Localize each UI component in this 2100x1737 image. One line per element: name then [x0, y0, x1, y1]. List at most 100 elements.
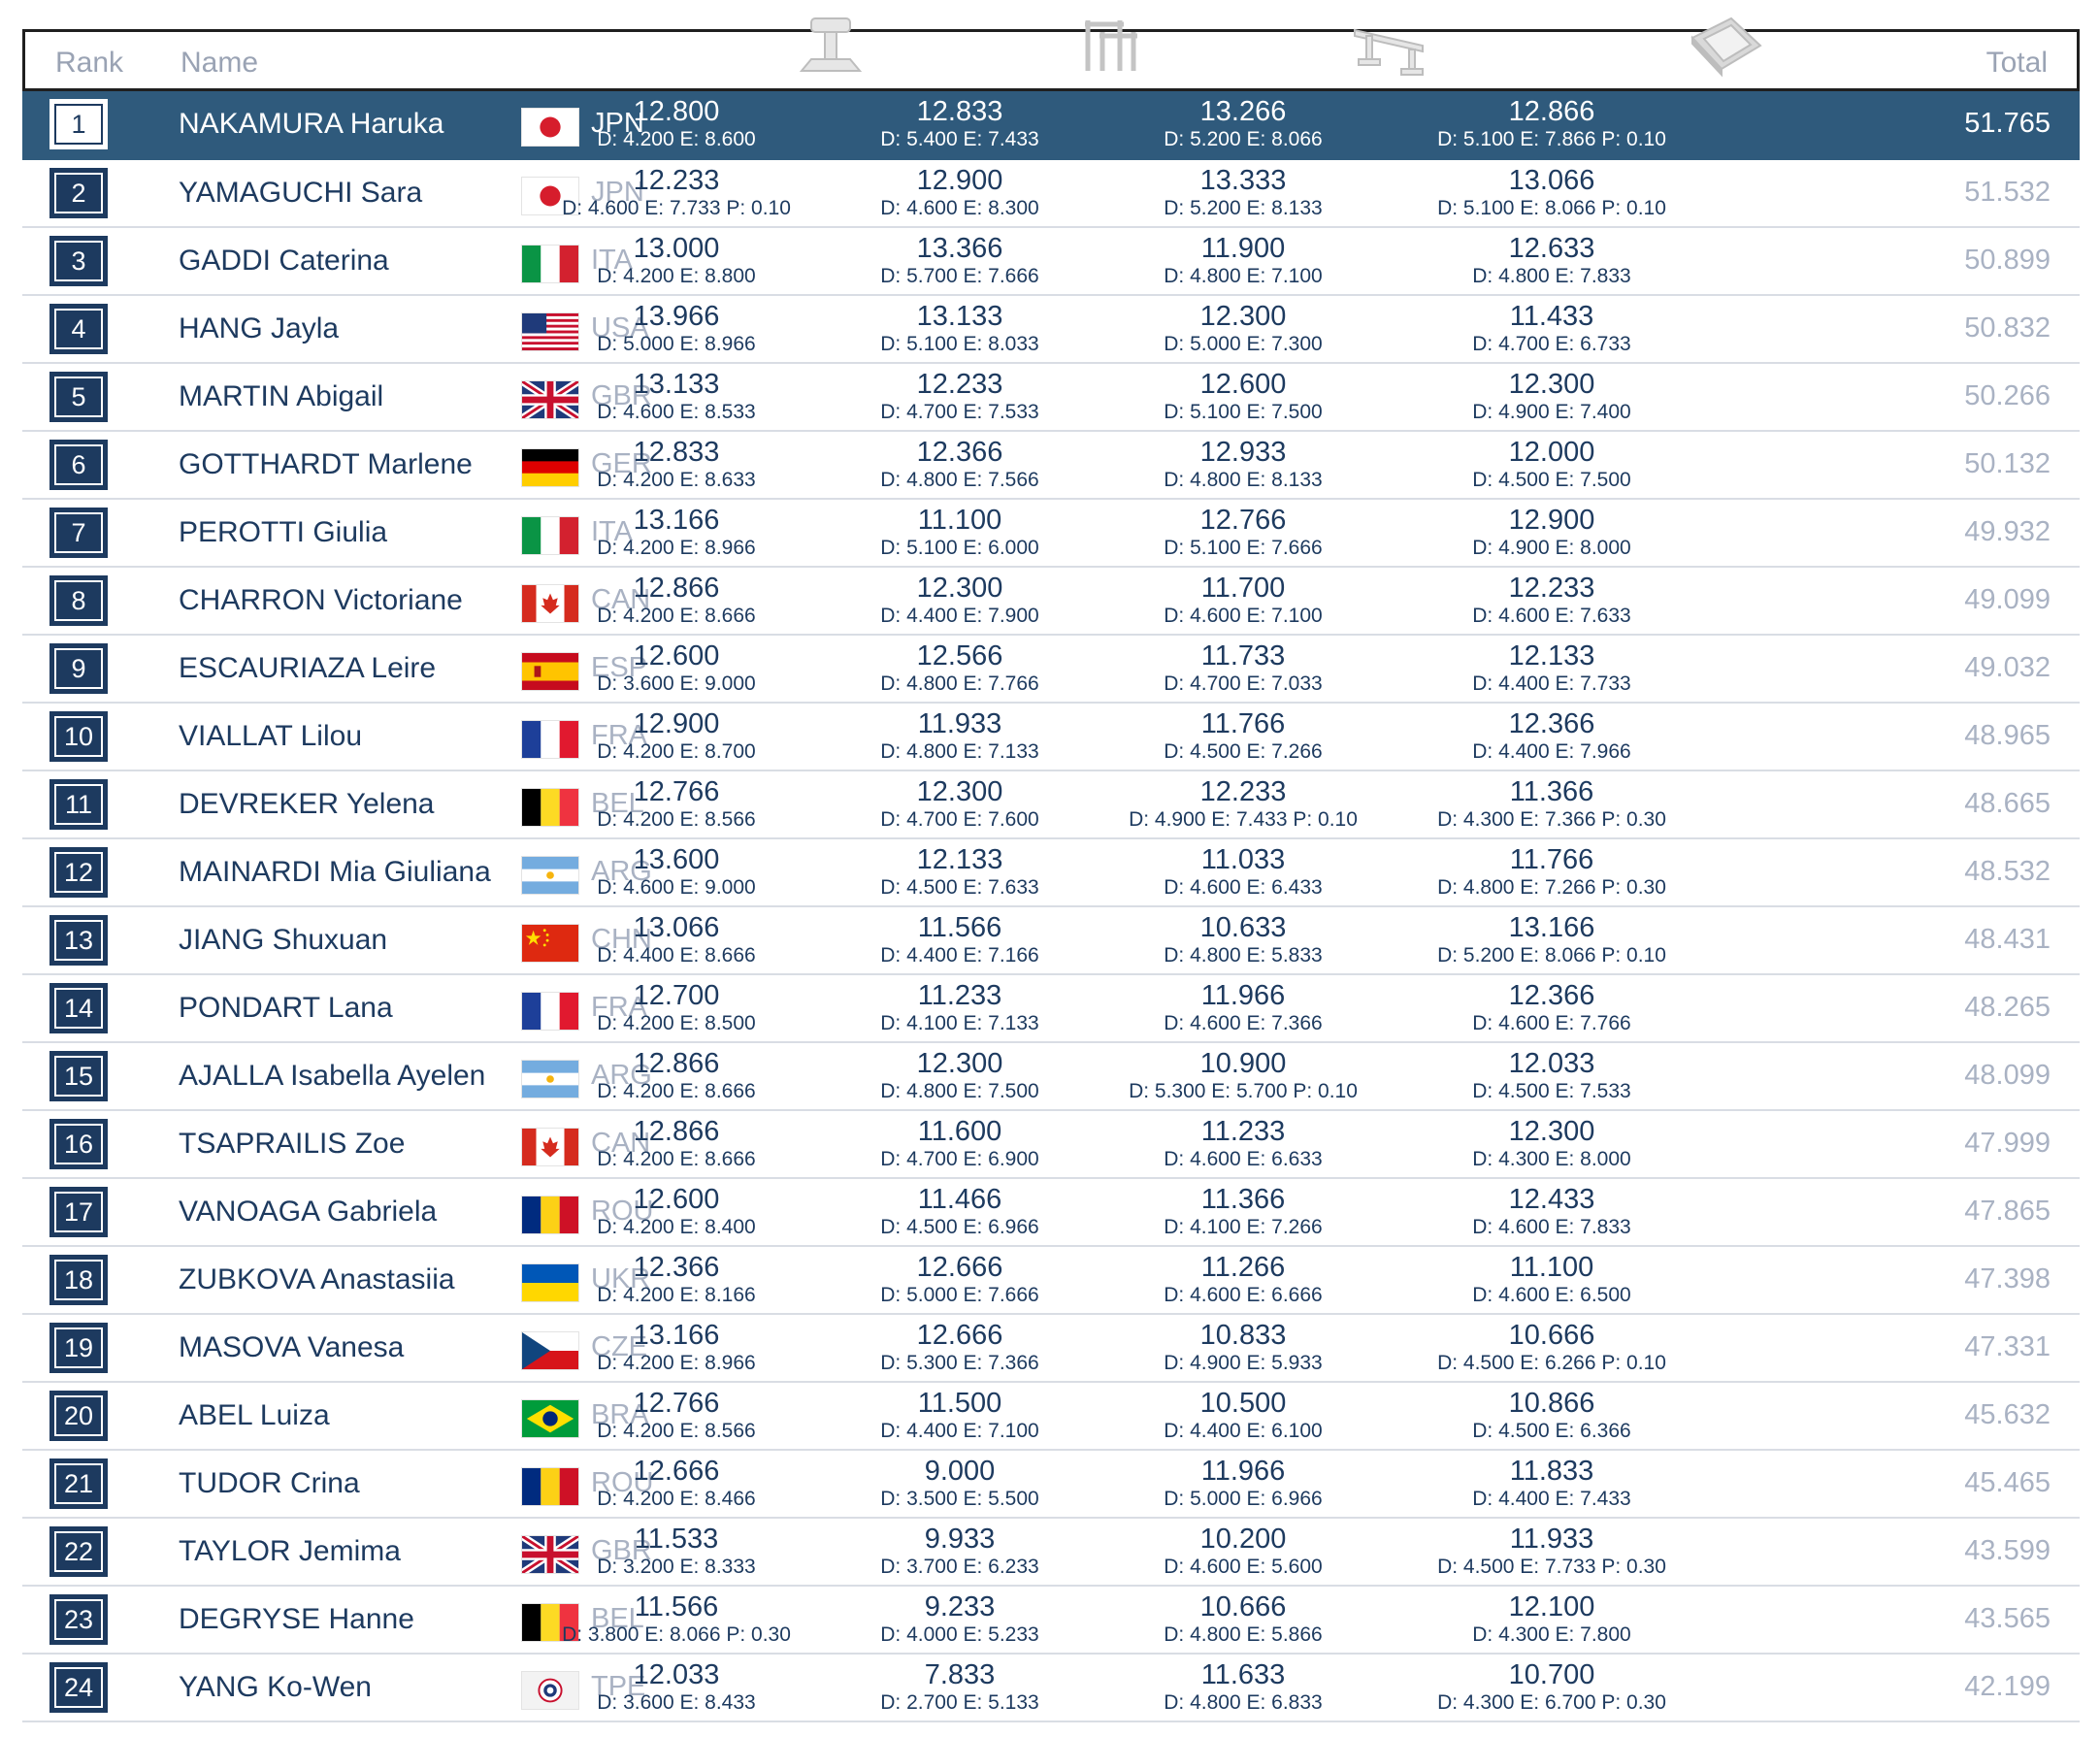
score-breakdown: D: 3.500 E: 5.500: [880, 1488, 1039, 1510]
score-breakdown: D: 5.100 E: 7.500: [1164, 401, 1323, 423]
athlete-name[interactable]: NAKAMURA Haruka: [179, 108, 444, 140]
athlete-name[interactable]: PONDART Lana: [179, 992, 393, 1024]
country-flag-icon: [522, 1604, 578, 1641]
apparatus-score: 12.866 D: 5.100 E: 7.866 P: 0.10: [1377, 96, 1726, 152]
result-row[interactable]: 5 MARTIN Abigail GBR 13.133 D: 4.600 E: 8.53…: [22, 364, 2080, 432]
athlete-name[interactable]: DEGRYSE Hanne: [179, 1603, 414, 1635]
result-row[interactable]: 18 ZUBKOVA Anastasiia UKR 12.366 D: 4.200 E:…: [22, 1247, 2080, 1315]
apparatus-score: 11.700 D: 4.600 E: 7.100: [1068, 573, 1418, 629]
rank-badge: 24: [49, 1662, 108, 1713]
score-value: 11.566: [917, 912, 1002, 943]
score-value: 11.233: [1200, 1116, 1286, 1147]
athlete-name[interactable]: ESCAURIAZA Leire: [179, 652, 437, 684]
score-breakdown: D: 5.400 E: 7.433: [880, 128, 1039, 150]
athlete-name[interactable]: MARTIN Abigail: [179, 380, 384, 412]
result-row[interactable]: 19 MASOVA Vanesa CZE 13.166 D: 4.200 E: 8.96…: [22, 1315, 2080, 1383]
athlete-name[interactable]: VIALLAT Lilou: [179, 720, 363, 752]
athlete-name[interactable]: JIANG Shuxuan: [179, 924, 388, 956]
rank-value: 23: [54, 1599, 103, 1640]
total-score: 47.999: [1964, 1128, 2051, 1159]
rank-badge: 21: [49, 1458, 108, 1509]
athlete-name[interactable]: DEVREKER Yelena: [179, 788, 435, 820]
rank-badge: 9: [49, 643, 108, 694]
rank-badge: 4: [49, 304, 108, 354]
score-breakdown: D: 4.500 E: 7.266: [1164, 740, 1323, 763]
athlete-name[interactable]: VANOAGA Gabriela: [179, 1196, 438, 1228]
apparatus-score: 12.666 D: 4.200 E: 8.466: [502, 1456, 851, 1512]
rank-value: 20: [54, 1395, 103, 1436]
score-value: 12.366: [916, 437, 1003, 468]
athlete-name[interactable]: TSAPRAILIS Zoe: [179, 1128, 406, 1160]
score-value: 12.366: [633, 1252, 720, 1283]
score-value: 12.666: [633, 1456, 720, 1487]
result-row[interactable]: 23 DEGRYSE Hanne BEL 11.566 D: 3.800 E: 8.06…: [22, 1587, 2080, 1655]
athlete-name[interactable]: GOTTHARDT Marlene: [179, 448, 473, 480]
result-row[interactable]: 1 NAKAMURA Haruka JPN 12.800 D: 4.200 E: 8.6…: [22, 91, 2080, 160]
score-value: 12.100: [1508, 1591, 1595, 1622]
result-row[interactable]: 3 GADDI Caterina ITA 13.000 D: 4.200 E: 8.80…: [22, 228, 2080, 296]
total-score: 43.565: [1964, 1603, 2051, 1634]
score-value: 12.300: [1199, 301, 1287, 332]
result-row[interactable]: 17 VANOAGA Gabriela ROU 12.600 D: 4.200 E: 8…: [22, 1179, 2080, 1247]
apparatus-score: 11.033 D: 4.600 E: 6.433: [1068, 844, 1418, 901]
score-breakdown: D: 4.500 E: 6.266 P: 0.10: [1437, 1352, 1666, 1374]
apparatus-score: 13.066 D: 4.400 E: 8.666: [502, 912, 851, 968]
result-row[interactable]: 15 AJALLA Isabella Ayelen ARG 12.866 D: 4.20…: [22, 1043, 2080, 1111]
result-row[interactable]: 16 TSAPRAILIS Zoe CAN 12.866 D: 4.200 E: 8.6…: [22, 1111, 2080, 1179]
score-breakdown: D: 4.800 E: 7.566: [880, 469, 1039, 491]
athlete-name[interactable]: CHARRON Victoriane: [179, 584, 463, 616]
result-row[interactable]: 10 VIALLAT Lilou FRA 12.900 D: 4.200 E: 8.70…: [22, 704, 2080, 771]
athlete-name[interactable]: AJALLA Isabella Ayelen: [179, 1060, 486, 1092]
athlete-name[interactable]: ZUBKOVA Anastasiia: [179, 1263, 455, 1295]
score-breakdown: D: 4.600 E: 7.100: [1164, 605, 1323, 627]
athlete-name[interactable]: MASOVA Vanesa: [179, 1331, 405, 1363]
score-value: 12.766: [1199, 505, 1287, 536]
score-breakdown: D: 4.500 E: 6.366: [1472, 1420, 1631, 1442]
apparatus-score: 13.966 D: 5.000 E: 8.966: [502, 301, 851, 357]
country-flag-icon: [522, 789, 578, 826]
rank-value: 7: [54, 512, 103, 553]
score-value: 9.000: [924, 1456, 996, 1487]
apparatus-score: 12.600 D: 3.600 E: 9.000: [502, 640, 851, 697]
apparatus-score: 12.833 D: 5.400 E: 7.433: [785, 96, 1134, 152]
athlete-name[interactable]: HANG Jayla: [179, 312, 340, 344]
country-flag-icon: [522, 925, 578, 962]
athlete-name[interactable]: YAMAGUCHI Sara: [179, 177, 423, 209]
result-row[interactable]: 2 YAMAGUCHI Sara JPN 12.233 D: 4.600 E: 7.73…: [22, 160, 2080, 228]
athlete-name[interactable]: YANG Ko-Wen: [179, 1671, 372, 1703]
result-row[interactable]: 21 TUDOR Crina ROU 12.666 D: 4.200 E: 8.466 9…: [22, 1451, 2080, 1519]
athlete-name[interactable]: TAYLOR Jemima: [179, 1535, 401, 1567]
athlete-name[interactable]: ABEL Luiza: [179, 1399, 330, 1431]
result-row[interactable]: 13 JIANG Shuxuan CHN 13.066 D: 4.400 E: 8.66…: [22, 907, 2080, 975]
athlete-name[interactable]: GADDI Caterina: [179, 245, 389, 277]
athlete-name[interactable]: MAINARDI Mia Giuliana: [179, 856, 491, 888]
score-value: 12.033: [633, 1659, 720, 1690]
result-row[interactable]: 4 HANG Jayla USA 13.966 D: 5.000 E: 8.966 13.…: [22, 296, 2080, 364]
score-value: 12.366: [1508, 708, 1595, 739]
result-row[interactable]: 11 DEVREKER Yelena BEL 12.766 D: 4.200 E: 8.…: [22, 771, 2080, 839]
result-row[interactable]: 7 PEROTTI Giulia ITA 13.166 D: 4.200 E: 8.96…: [22, 500, 2080, 568]
score-breakdown: D: 4.600 E: 6.500: [1472, 1284, 1631, 1306]
result-row[interactable]: 24 YANG Ko-Wen TPE 12.033 D: 3.600 E: 8.433 7…: [22, 1655, 2080, 1722]
score-breakdown: D: 5.300 E: 5.700 P: 0.10: [1129, 1080, 1358, 1102]
total-score: 51.765: [1964, 108, 2051, 139]
apparatus-score: 11.366 D: 4.300 E: 7.366 P: 0.30: [1377, 776, 1726, 833]
result-row[interactable]: 20 ABEL Luiza BRA 12.766 D: 4.200 E: 8.566 11…: [22, 1383, 2080, 1451]
score-value: 10.666: [1199, 1591, 1287, 1622]
result-row[interactable]: 8 CHARRON Victoriane CAN 12.866 D: 4.200 E: …: [22, 568, 2080, 636]
score-breakdown: D: 4.200 E: 8.600: [597, 128, 756, 150]
athlete-name[interactable]: TUDOR Crina: [179, 1467, 360, 1499]
result-row[interactable]: 12 MAINARDI Mia Giuliana ARG 13.600 D: 4.600…: [22, 839, 2080, 907]
athlete-name[interactable]: PEROTTI Giulia: [179, 516, 388, 548]
result-row[interactable]: 6 GOTTHARDT Marlene GER 12.833 D: 4.200 E: 8…: [22, 432, 2080, 500]
score-breakdown: D: 4.200 E: 8.700: [597, 740, 756, 763]
score-value: 11.566: [634, 1591, 719, 1622]
result-row[interactable]: 9 ESCAURIAZA Leire ESP 12.600 D: 3.600 E: 9.…: [22, 636, 2080, 704]
apparatus-score: 10.900 D: 5.300 E: 5.700 P: 0.10: [1068, 1048, 1418, 1104]
rank-value: 3: [54, 241, 103, 281]
result-row[interactable]: 22 TAYLOR Jemima GBR 11.533 D: 3.200 E: 8.33…: [22, 1519, 2080, 1587]
apparatus-score: 9.233 D: 4.000 E: 5.233: [785, 1591, 1134, 1648]
country-flag-icon: [522, 1196, 578, 1233]
result-row[interactable]: 14 PONDART Lana FRA 12.700 D: 4.200 E: 8.500…: [22, 975, 2080, 1043]
apparatus-score: 12.866 D: 4.200 E: 8.666: [502, 1048, 851, 1104]
